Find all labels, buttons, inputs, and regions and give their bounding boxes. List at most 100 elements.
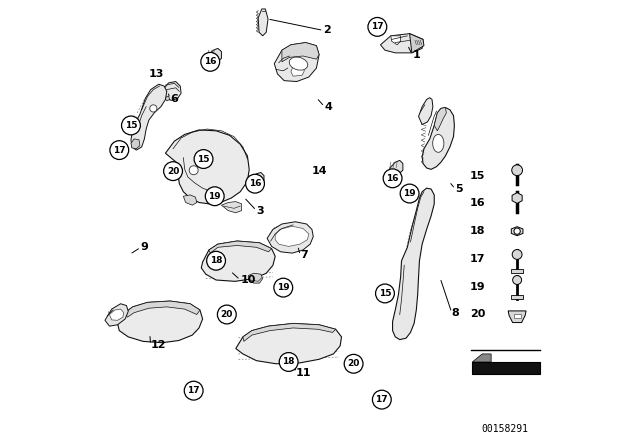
Text: 12: 12: [150, 340, 166, 350]
Text: 18: 18: [282, 358, 295, 366]
Polygon shape: [250, 172, 264, 186]
Polygon shape: [391, 36, 401, 45]
Text: 11: 11: [296, 368, 311, 378]
Text: 13: 13: [149, 69, 164, 79]
Circle shape: [274, 278, 292, 297]
Circle shape: [400, 184, 419, 203]
Polygon shape: [282, 43, 319, 62]
Text: 1: 1: [412, 50, 420, 60]
Text: 17: 17: [188, 386, 200, 395]
Circle shape: [122, 116, 140, 135]
Polygon shape: [131, 139, 140, 149]
Polygon shape: [472, 362, 540, 374]
Polygon shape: [267, 222, 314, 253]
Polygon shape: [392, 188, 435, 340]
Polygon shape: [184, 195, 197, 205]
Text: 19: 19: [277, 283, 289, 292]
Text: 19: 19: [403, 189, 416, 198]
Polygon shape: [511, 269, 524, 273]
Ellipse shape: [289, 57, 308, 70]
Polygon shape: [513, 314, 521, 318]
Circle shape: [383, 169, 402, 188]
Circle shape: [164, 162, 182, 181]
Circle shape: [189, 166, 198, 175]
Polygon shape: [125, 301, 200, 317]
Text: 9: 9: [141, 242, 148, 252]
Polygon shape: [275, 226, 309, 246]
Polygon shape: [109, 309, 124, 320]
Text: 3: 3: [257, 206, 264, 215]
Polygon shape: [435, 108, 446, 131]
Text: 16: 16: [470, 198, 486, 208]
Circle shape: [110, 141, 129, 159]
Text: 19: 19: [209, 192, 221, 201]
Text: 6: 6: [170, 94, 178, 103]
Text: 7: 7: [300, 250, 308, 260]
Polygon shape: [275, 43, 319, 82]
Circle shape: [376, 284, 394, 303]
Text: 18: 18: [210, 256, 222, 265]
Text: 15: 15: [470, 171, 485, 181]
Text: 18: 18: [470, 226, 486, 236]
Text: 00158291: 00158291: [481, 424, 528, 434]
Text: 17: 17: [113, 146, 125, 155]
Polygon shape: [511, 227, 523, 236]
Text: 15: 15: [379, 289, 391, 298]
Polygon shape: [508, 311, 526, 323]
Circle shape: [246, 174, 264, 193]
Circle shape: [372, 390, 391, 409]
Text: 15: 15: [197, 155, 210, 164]
Circle shape: [279, 353, 298, 371]
Text: 20: 20: [221, 310, 233, 319]
Text: 16: 16: [387, 174, 399, 183]
Polygon shape: [243, 323, 336, 341]
Polygon shape: [163, 82, 181, 100]
Polygon shape: [258, 9, 268, 36]
Circle shape: [150, 105, 157, 112]
Text: 17: 17: [470, 254, 486, 264]
Polygon shape: [131, 84, 167, 150]
Circle shape: [512, 165, 522, 176]
Circle shape: [184, 381, 203, 400]
Circle shape: [207, 251, 225, 270]
Text: 20: 20: [167, 167, 179, 176]
Polygon shape: [389, 160, 403, 175]
Circle shape: [218, 305, 236, 324]
Polygon shape: [236, 323, 342, 364]
Polygon shape: [410, 34, 424, 53]
Polygon shape: [380, 34, 423, 53]
Text: 20: 20: [348, 359, 360, 368]
Text: 15: 15: [125, 121, 137, 130]
Polygon shape: [512, 193, 522, 203]
Circle shape: [201, 52, 220, 71]
Text: 16: 16: [249, 179, 261, 188]
Circle shape: [344, 354, 363, 373]
Text: 4: 4: [324, 102, 332, 112]
Polygon shape: [422, 108, 454, 169]
Polygon shape: [291, 65, 305, 76]
Text: 17: 17: [371, 22, 383, 31]
Text: 2: 2: [324, 26, 332, 35]
Polygon shape: [105, 304, 128, 326]
Circle shape: [513, 276, 522, 284]
Text: 16: 16: [204, 57, 216, 66]
Circle shape: [368, 17, 387, 36]
Text: 5: 5: [455, 184, 463, 194]
Text: 17: 17: [376, 395, 388, 404]
Text: 14: 14: [312, 166, 328, 176]
Polygon shape: [511, 295, 523, 299]
Text: 19: 19: [470, 282, 486, 292]
Text: 10: 10: [240, 275, 255, 285]
Polygon shape: [221, 202, 242, 213]
Polygon shape: [202, 241, 275, 281]
Text: 20: 20: [470, 310, 485, 319]
Polygon shape: [248, 273, 262, 283]
Polygon shape: [165, 130, 249, 204]
Polygon shape: [118, 301, 203, 343]
Ellipse shape: [433, 134, 444, 152]
Polygon shape: [208, 48, 221, 63]
Circle shape: [514, 228, 520, 234]
Circle shape: [194, 150, 213, 168]
Circle shape: [205, 187, 224, 206]
Polygon shape: [164, 96, 170, 101]
